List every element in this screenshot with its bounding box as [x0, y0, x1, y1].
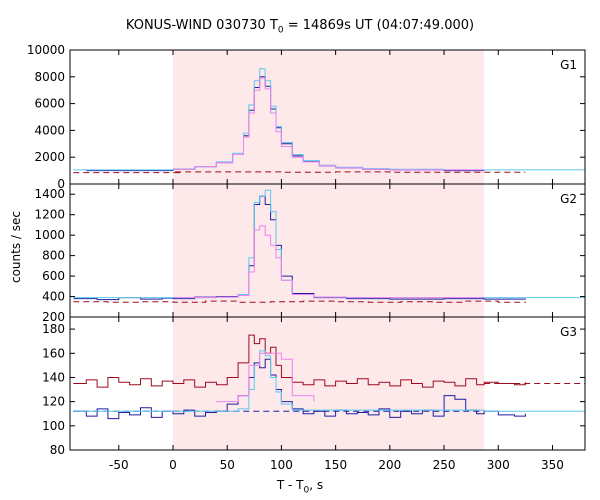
y-tick-label: 10000 — [27, 43, 65, 57]
xlabel-rest: , s — [309, 478, 324, 492]
panel-label-g3: G3 — [560, 325, 577, 339]
title-subscript: 0 — [277, 25, 284, 36]
x-tick-label: 0 — [169, 458, 177, 472]
shaded-interval — [173, 50, 485, 450]
x-tick-label: 150 — [324, 458, 347, 472]
y-tick-label: 120 — [42, 395, 65, 409]
chart-title: KONUS-WIND 030730 T0 = 14869s UT (04:07:… — [0, 18, 600, 36]
x-tick-label: 100 — [270, 458, 293, 472]
x-axis-label: T - T0, s — [0, 478, 600, 495]
y-tick-label: 1400 — [34, 187, 65, 201]
panel-g2-series-model2 — [173, 225, 485, 299]
panel-g1-series-background — [73, 171, 526, 174]
x-tick-label: 250 — [433, 458, 456, 472]
x-tick-label: 300 — [487, 458, 510, 472]
panel-label-g2: G2 — [560, 192, 577, 206]
xlabel-subscript: 0 — [303, 485, 310, 496]
y-axis-label: counts / sec — [9, 211, 23, 284]
x-tick-label: 50 — [220, 458, 235, 472]
x-tick-label: -50 — [109, 458, 129, 472]
y-tick-label: 2000 — [34, 150, 65, 164]
panel-g3-series-model2 — [216, 352, 315, 403]
title-main: KONUS-WIND 030730 T — [125, 18, 278, 33]
panel-g1-series-model2 — [173, 77, 485, 171]
y-tick-label: 100 — [42, 419, 65, 433]
y-tick-label: 80 — [50, 443, 65, 457]
y-tick-label: 600 — [42, 269, 65, 283]
y-tick-label: 4000 — [34, 123, 65, 137]
panel-g2-series-background — [73, 300, 526, 303]
y-tick-label: 180 — [42, 322, 65, 336]
y-tick-label: 140 — [42, 370, 65, 384]
xlabel-main: T - T — [276, 478, 304, 492]
y-tick-label: 200 — [42, 310, 65, 324]
panel-g3-frame — [69, 316, 586, 451]
y-tick-label: 400 — [42, 290, 65, 304]
y-tick-label: 1200 — [34, 208, 65, 222]
panel-label-g1: G1 — [560, 58, 577, 72]
title-rest: = 14869s UT (04:07:49.000) — [283, 18, 475, 33]
y-tick-label: 6000 — [34, 97, 65, 111]
panel-g3-series-counts_red — [73, 334, 526, 388]
y-tick-label: 0 — [57, 177, 65, 191]
y-tick-label: 8000 — [34, 70, 65, 84]
x-tick-label: 350 — [541, 458, 564, 472]
x-tick-label: 200 — [378, 458, 401, 472]
y-tick-label: 1000 — [34, 228, 65, 242]
y-tick-label: 800 — [42, 249, 65, 263]
y-tick-label: 160 — [42, 346, 65, 360]
